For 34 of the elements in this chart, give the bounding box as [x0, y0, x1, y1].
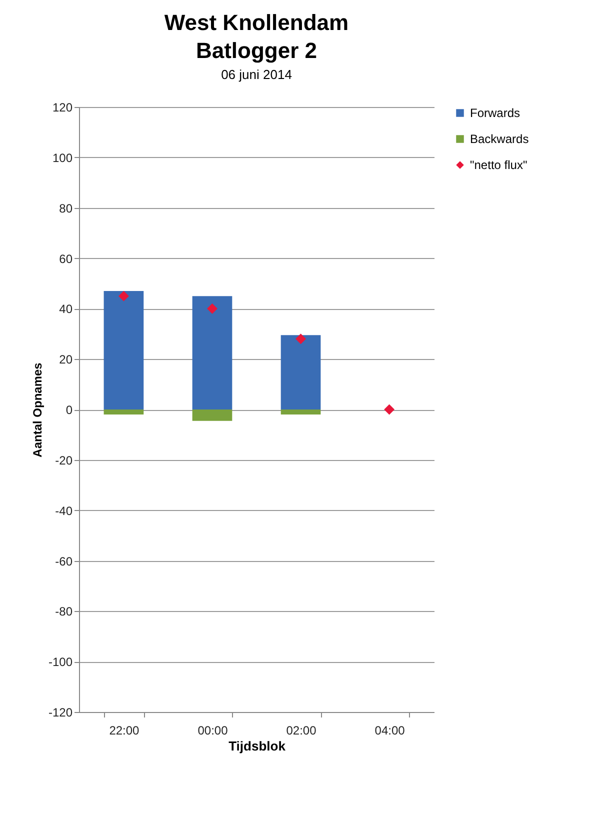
bar [192, 296, 232, 410]
y-tick-label: 100 [52, 150, 73, 165]
x-tick-label: 02:00 [286, 724, 317, 738]
bar [280, 335, 321, 410]
x-tick-label: 22:00 [109, 724, 140, 738]
legend-label: "netto flux" [470, 158, 528, 172]
y-tick-label: 60 [59, 252, 73, 266]
y-tick-label: -100 [48, 655, 73, 670]
point [206, 303, 218, 314]
bar [192, 410, 232, 421]
y-tick-label: -40 [55, 504, 73, 518]
y-tick-label: 0 [66, 403, 73, 417]
bar [104, 410, 144, 415]
y-tick-label: 40 [59, 302, 73, 316]
bar [104, 291, 144, 410]
y-tick-label: -20 [55, 453, 73, 468]
point [384, 404, 395, 415]
y-tick-label: -60 [55, 554, 73, 568]
point [118, 290, 129, 302]
y-axis-title: Aantal Opnames [30, 362, 44, 458]
y-tick-label: 120 [52, 100, 73, 114]
x-tick-label: 04:00 [374, 724, 406, 738]
x-axis-title: Tijdsblok [228, 738, 286, 754]
chart-subtitle: 06 juni 2014 [221, 67, 292, 82]
bar [280, 410, 321, 415]
chart-title: West Knollendam Batlogger 2 [164, 10, 349, 63]
x-tick-label: 00:00 [198, 724, 228, 738]
y-tick-label: -80 [55, 604, 73, 619]
y-tick-label: -120 [48, 706, 73, 720]
point [296, 334, 306, 344]
y-tick-label: 80 [59, 201, 73, 216]
y-tick-label: 20 [59, 352, 73, 367]
legend-label: Forwards [470, 106, 520, 120]
legend-label: Backwards [470, 132, 529, 146]
